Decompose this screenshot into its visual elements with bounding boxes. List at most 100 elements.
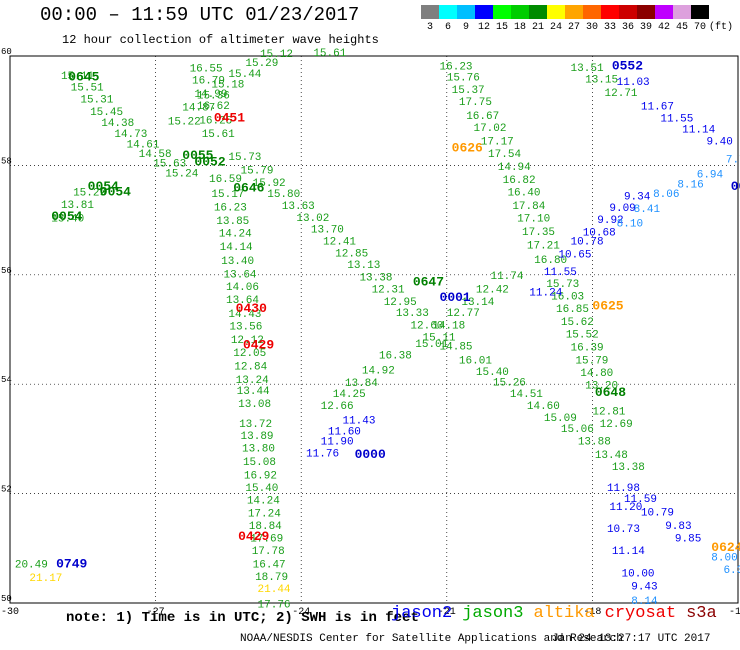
color-scale-label: 21 bbox=[531, 22, 544, 33]
wave-height-value: 11.74 bbox=[490, 271, 523, 283]
wave-height-value: 15.44 bbox=[228, 69, 261, 81]
wave-height-value: 8.00 bbox=[711, 552, 737, 564]
wave-height-value: 14.87 bbox=[182, 103, 215, 115]
wave-height-value: 14.18 bbox=[432, 320, 465, 332]
wave-height-value: 13.44 bbox=[237, 386, 270, 398]
wave-height-value: 15.63 bbox=[153, 158, 186, 170]
wave-height-value: 15.18 bbox=[211, 80, 244, 92]
color-swatch bbox=[637, 5, 655, 19]
wave-height-value: 10.73 bbox=[607, 524, 640, 536]
wave-height-value: 11.43 bbox=[342, 416, 375, 428]
wave-height-value: 16.40 bbox=[507, 187, 540, 199]
wave-height-value: 17.75 bbox=[459, 97, 492, 109]
wave-height-value: 15.29 bbox=[245, 58, 278, 70]
wave-height-value: 9.09 bbox=[609, 203, 635, 215]
wave-height-value: 11.14 bbox=[682, 125, 715, 137]
pass-time-label: 0749 bbox=[56, 556, 87, 571]
wave-height-value: 14.92 bbox=[362, 365, 395, 377]
wave-height-value: 13.13 bbox=[347, 260, 380, 272]
color-swatch bbox=[511, 5, 529, 19]
wave-height-value: 9.34 bbox=[624, 191, 651, 203]
color-swatch bbox=[691, 5, 709, 19]
pass-time-label: 0626 bbox=[452, 141, 483, 156]
legend-entry: jason3 bbox=[462, 604, 524, 623]
color-scale-label: 9 bbox=[462, 22, 469, 33]
wave-height-value: 10.68 bbox=[583, 227, 616, 239]
pass-time-label: 0625 bbox=[592, 298, 623, 313]
wave-height-value: 9.40 bbox=[706, 137, 732, 149]
wave-height-value: 14.99 bbox=[194, 89, 227, 101]
wave-height-value: 15.29 bbox=[73, 187, 106, 199]
color-scale-label: 24 bbox=[549, 22, 562, 33]
wave-height-value: 8.16 bbox=[677, 179, 703, 191]
color-scale-label: 30 bbox=[585, 22, 598, 33]
wave-height-value: 21.44 bbox=[258, 584, 291, 596]
wave-height-value: 13.20 bbox=[585, 381, 618, 393]
wave-height-value: 17.76 bbox=[258, 599, 291, 611]
wave-height-value: 15.09 bbox=[544, 413, 577, 425]
credit-line: NOAA/NESDIS Center for Satellite Applica… bbox=[240, 633, 623, 645]
wave-height-value: 15.36 bbox=[197, 91, 230, 103]
pass-time-label: 00 bbox=[731, 179, 740, 194]
wave-height-value: 13.89 bbox=[241, 431, 274, 443]
chart-subtitle: 12 hour collection of altimeter wave hei… bbox=[62, 33, 379, 47]
legend-entry: cryosat bbox=[604, 604, 677, 623]
wave-height-value: 11.03 bbox=[617, 77, 650, 89]
wave-height-value: 13.02 bbox=[296, 213, 329, 225]
wave-height-value: 13.81 bbox=[61, 200, 94, 212]
wave-height-value: 15.11 bbox=[61, 71, 94, 83]
wave-height-value: 16.92 bbox=[244, 470, 277, 482]
color-scale-label: 12 bbox=[477, 22, 490, 33]
y-tick-label: 52 bbox=[1, 485, 12, 495]
color-swatch bbox=[475, 5, 493, 19]
wave-height-value: 15.80 bbox=[267, 189, 300, 201]
wave-height-value: 16.55 bbox=[190, 63, 223, 75]
units-note: note: 1) Time is in UTC; 2) SWH is in fe… bbox=[66, 610, 419, 626]
wave-height-value: 11.76 bbox=[306, 448, 339, 460]
wave-height-value: 14.73 bbox=[114, 129, 147, 141]
wave-height-value: 12.84 bbox=[234, 361, 267, 373]
wave-height-value: 17.17 bbox=[481, 137, 514, 149]
wave-height-value: 13.64 bbox=[224, 270, 257, 282]
color-scale-label: 33 bbox=[603, 22, 616, 33]
wave-height-value: 12.12 bbox=[231, 335, 264, 347]
x-tick-label: -21 bbox=[438, 607, 456, 618]
wave-height-value: 13.14 bbox=[461, 297, 494, 309]
wave-height-value: 11.67 bbox=[641, 102, 674, 114]
wave-height-value: 14.58 bbox=[139, 149, 172, 161]
wave-height-value: 14.25 bbox=[333, 389, 366, 401]
wave-height-value: 15.40 bbox=[245, 483, 278, 495]
wave-height-value: 15.52 bbox=[566, 330, 599, 342]
wave-height-value: 15.01 bbox=[415, 339, 448, 351]
wave-height-value: 15.62 bbox=[561, 317, 594, 329]
wave-height-value: 13.48 bbox=[595, 450, 628, 462]
wave-height-value: 16.25 bbox=[199, 115, 232, 127]
y-tick-label: 58 bbox=[1, 156, 12, 166]
wave-height-value: 16.67 bbox=[466, 111, 499, 123]
color-scale-label: 36 bbox=[621, 22, 634, 33]
wave-height-value: 16.39 bbox=[571, 342, 604, 354]
wave-height-value: 17.35 bbox=[522, 227, 555, 239]
wave-height-value: 13.51 bbox=[571, 63, 604, 75]
legend-entry: s3a bbox=[686, 604, 717, 623]
color-scale-label: 15 bbox=[495, 22, 508, 33]
wave-height-value: 15.51 bbox=[71, 82, 104, 94]
pass-time-label: 0648 bbox=[595, 385, 626, 400]
pass-time-label: 0055 bbox=[182, 148, 213, 163]
color-swatch bbox=[547, 5, 565, 19]
wave-height-value: 12.66 bbox=[321, 401, 354, 413]
wave-height-value: 8.14 bbox=[631, 596, 658, 608]
wave-height-value: 9.92 bbox=[597, 215, 623, 227]
generated-timestamp: Jan 24 13:27:17 UTC 2017 bbox=[552, 633, 711, 645]
wave-height-value: 11.55 bbox=[660, 114, 693, 126]
wave-height-value: 13.33 bbox=[396, 308, 429, 320]
legend-entry: altika bbox=[533, 604, 595, 623]
wave-height-value: 17.02 bbox=[473, 123, 506, 135]
wave-height-value: 14.06 bbox=[226, 282, 259, 294]
wave-height-value: 10.65 bbox=[558, 249, 591, 261]
wave-height-value: 15.24 bbox=[165, 168, 198, 180]
wave-height-value: 17.10 bbox=[517, 214, 550, 226]
wave-height-value: 15.79 bbox=[241, 166, 274, 178]
x-tick-label: -18 bbox=[583, 607, 601, 618]
x-tick-label: -24 bbox=[292, 607, 310, 618]
